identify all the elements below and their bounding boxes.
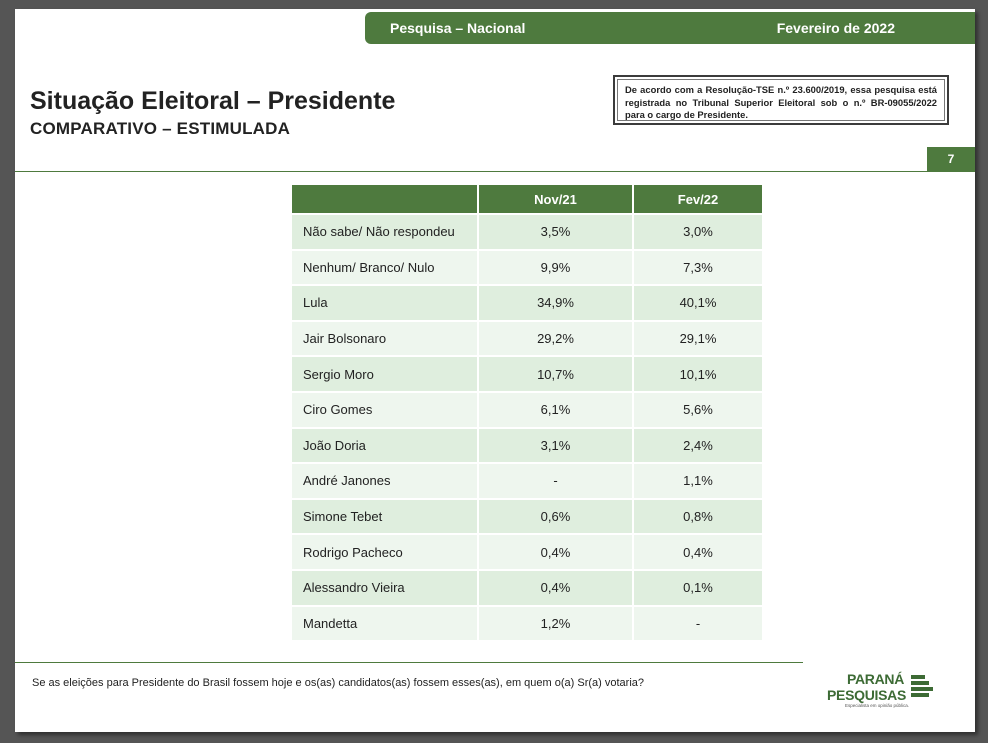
candidate-label: João Doria [292, 426, 479, 464]
tse-registration-box: De acordo com a Resolução-TSE n.º 23.600… [613, 75, 949, 125]
value-nov21: 29,2% [478, 319, 634, 357]
table-row: Não sabe/ Não respondeu 3,5% 3,0% [292, 213, 762, 250]
divider-top [15, 171, 975, 172]
value-nov21: - [478, 462, 634, 499]
tse-registration-text: De acordo com a Resolução-TSE n.º 23.600… [617, 79, 945, 121]
page-title: Situação Eleitoral – Presidente [30, 87, 396, 115]
table-row: Simone Tebet 0,6% 0,8% [292, 497, 762, 535]
logo-stripes-icon [911, 675, 933, 697]
value-nov21: 10,7% [478, 355, 634, 392]
value-nov21: 3,1% [478, 426, 634, 464]
value-fev22: 3,0% [633, 213, 762, 250]
value-nov21: 6,1% [478, 390, 634, 428]
column-header-label [292, 185, 479, 214]
candidate-label: Rodrigo Pacheco [292, 533, 479, 570]
logo-tagline: Especialista em opinião pública. [845, 703, 910, 708]
survey-question: Se as eleições para Presidente do Brasil… [32, 677, 644, 689]
value-fev22: 29,1% [633, 319, 762, 357]
survey-scope: Pesquisa – Nacional [390, 20, 526, 36]
survey-date: Fevereiro de 2022 [776, 20, 895, 36]
value-fev22: 1,1% [633, 462, 762, 499]
candidate-label: Jair Bolsonaro [292, 319, 479, 357]
report-page: Pesquisa – Nacional Fevereiro de 2022 Si… [15, 9, 975, 732]
table-row: Jair Bolsonaro 29,2% 29,1% [292, 319, 762, 357]
column-header-fev22: Fev/22 [633, 185, 762, 214]
value-fev22: 0,4% [633, 533, 762, 570]
table-row: Nenhum/ Branco/ Nulo 9,9% 7,3% [292, 248, 762, 286]
table-row: João Doria 3,1% 2,4% [292, 426, 762, 464]
value-nov21: 0,4% [478, 568, 634, 606]
candidate-label: Lula [292, 284, 479, 321]
logo-line2: PESQUISAS [827, 687, 906, 703]
value-fev22: 0,1% [633, 568, 762, 606]
column-header-nov21: Nov/21 [478, 185, 634, 214]
candidate-label: André Janones [292, 462, 479, 499]
table-row: Mandetta 1,2% - [292, 604, 762, 641]
value-nov21: 9,9% [478, 248, 634, 286]
candidate-label: Nenhum/ Branco/ Nulo [292, 248, 479, 286]
table-row: Alessandro Vieira 0,4% 0,1% [292, 568, 762, 606]
results-table: Nov/21 Fev/22 Não sabe/ Não respondeu 3,5… [292, 185, 762, 641]
page-subtitle: COMPARATIVO – ESTIMULADA [30, 119, 291, 138]
table-row: André Janones -1,1% [292, 462, 762, 499]
value-fev22: 2,4% [633, 426, 762, 464]
candidate-label: Alessandro Vieira [292, 568, 479, 606]
value-nov21: 0,6% [478, 497, 634, 535]
candidate-label: Simone Tebet [292, 497, 479, 535]
page-number: 7 [927, 147, 975, 171]
table-header-row: Nov/21 Fev/22 [292, 185, 762, 214]
candidate-label: Ciro Gomes [292, 390, 479, 428]
value-fev22: 0,8% [633, 497, 762, 535]
value-fev22: 7,3% [633, 248, 762, 286]
value-fev22: 5,6% [633, 390, 762, 428]
candidate-label: Não sabe/ Não respondeu [292, 213, 479, 250]
value-fev22: - [633, 604, 762, 641]
candidate-label: Mandetta [292, 604, 479, 641]
table-row: Lula 34,9% 40,1% [292, 284, 762, 321]
divider-bottom [15, 662, 803, 663]
candidate-label: Sergio Moro [292, 355, 479, 392]
table-row: Sergio Moro 10,7% 10,1% [292, 355, 762, 392]
table-row: Rodrigo Pacheco 0,4% 0,4% [292, 533, 762, 570]
value-fev22: 10,1% [633, 355, 762, 392]
value-fev22: 40,1% [633, 284, 762, 321]
value-nov21: 0,4% [478, 533, 634, 570]
value-nov21: 1,2% [478, 604, 634, 641]
logo-line1: PARANÁ [847, 671, 905, 687]
value-nov21: 34,9% [478, 284, 634, 321]
header-bar: Pesquisa – Nacional Fevereiro de 2022 [365, 12, 975, 44]
parana-pesquisas-logo: PARANÁ PESQUISAS Especialista em opinião… [827, 671, 937, 713]
table-row: Ciro Gomes 6,1% 5,6% [292, 390, 762, 428]
value-nov21: 3,5% [478, 213, 634, 250]
